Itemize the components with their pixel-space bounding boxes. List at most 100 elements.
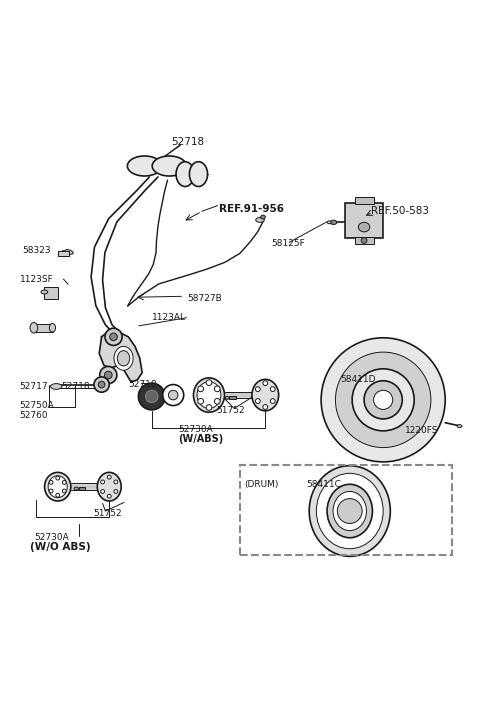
Circle shape [336,352,431,447]
Text: 51752: 51752 [216,406,245,415]
Ellipse shape [330,220,337,225]
Circle shape [255,386,260,391]
Text: 58727B: 58727B [188,294,222,303]
Text: 58323: 58323 [22,246,50,255]
Circle shape [62,489,66,493]
Ellipse shape [48,476,67,498]
Text: 52718: 52718 [61,382,90,391]
Bar [355,237,373,244]
Bar [58,251,69,256]
Ellipse shape [256,218,264,223]
Bar [355,198,373,204]
Circle shape [145,390,158,403]
Ellipse shape [327,221,331,224]
Ellipse shape [45,472,71,501]
Text: 1220FS: 1220FS [405,426,438,435]
Circle shape [62,481,66,484]
Ellipse shape [261,215,265,219]
Circle shape [101,489,105,493]
Text: 52730A: 52730A [34,532,69,542]
Ellipse shape [197,381,221,408]
Circle shape [101,480,105,484]
Circle shape [100,367,117,384]
Ellipse shape [316,474,383,549]
Circle shape [361,238,367,243]
Circle shape [49,489,53,493]
Circle shape [114,480,118,484]
Ellipse shape [74,487,78,490]
Ellipse shape [114,347,133,370]
Polygon shape [99,332,142,382]
Circle shape [138,383,165,410]
Ellipse shape [225,396,229,399]
Circle shape [56,476,60,480]
Text: 52718: 52718 [128,379,156,389]
Text: 58411C: 58411C [306,480,341,489]
Circle shape [163,384,184,406]
Bar [229,396,236,399]
Ellipse shape [152,156,187,176]
Circle shape [215,386,220,392]
Ellipse shape [359,223,370,232]
Ellipse shape [41,290,48,294]
Circle shape [168,390,178,400]
Ellipse shape [117,351,130,366]
Circle shape [198,398,204,404]
Ellipse shape [193,378,225,412]
Text: 52717: 52717 [20,382,48,391]
Circle shape [198,386,204,392]
Circle shape [373,390,393,409]
Text: 52760: 52760 [20,411,48,420]
Circle shape [98,381,105,388]
Circle shape [108,494,111,498]
Circle shape [56,493,60,497]
Circle shape [270,386,275,391]
Circle shape [321,337,445,462]
Text: 1123AL: 1123AL [152,313,186,323]
Circle shape [108,475,111,479]
Bar [345,203,383,238]
Bar [34,324,53,332]
Text: 58125F: 58125F [271,239,305,248]
Text: (W/O ABS): (W/O ABS) [30,542,91,552]
Circle shape [105,328,122,345]
Text: 52730A: 52730A [178,425,213,435]
Ellipse shape [190,162,207,186]
Circle shape [263,381,268,386]
Circle shape [206,405,212,411]
Circle shape [270,398,275,403]
Ellipse shape [333,491,366,530]
Circle shape [114,489,118,493]
Ellipse shape [252,379,279,411]
Circle shape [105,372,112,379]
Text: 52718: 52718 [171,137,204,147]
Text: (W/ABS): (W/ABS) [178,435,223,445]
Ellipse shape [127,156,162,176]
Text: REF.50-583: REF.50-583 [371,206,429,216]
Text: (DRUM): (DRUM) [244,480,278,489]
Ellipse shape [457,425,462,428]
Text: 51752: 51752 [93,509,121,518]
Circle shape [364,381,402,419]
Circle shape [49,481,53,484]
Circle shape [337,498,362,523]
Circle shape [94,377,109,392]
Text: 1123SF: 1123SF [20,274,53,284]
Bar [79,487,85,490]
Ellipse shape [50,384,62,389]
Circle shape [206,380,212,386]
Ellipse shape [176,162,194,186]
Ellipse shape [49,323,56,332]
Ellipse shape [30,323,37,333]
Text: REF.91-956: REF.91-956 [218,204,284,214]
Text: 52750A: 52750A [20,401,54,410]
Ellipse shape [97,472,121,501]
Ellipse shape [327,484,372,537]
Circle shape [255,398,260,403]
Bar [44,287,58,298]
Ellipse shape [65,250,73,255]
Circle shape [215,398,220,404]
Circle shape [352,369,414,431]
Circle shape [263,405,268,409]
Circle shape [110,333,117,340]
